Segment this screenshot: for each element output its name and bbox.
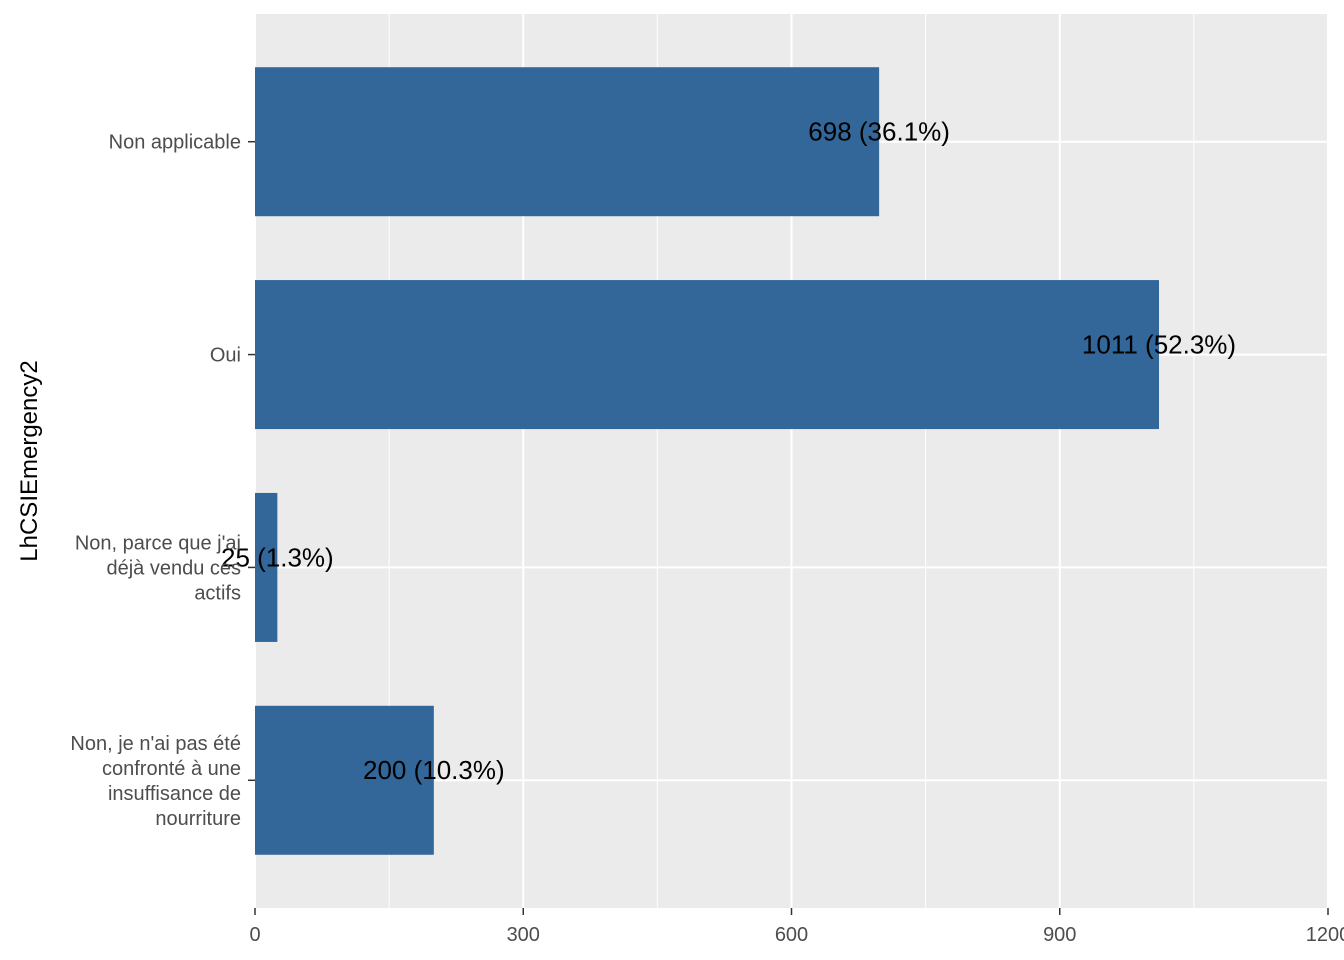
y-tick-label: Non applicable: [109, 132, 241, 154]
data-label: 698 (36.1%): [808, 117, 950, 147]
x-tick-label: 1200: [1306, 924, 1344, 946]
data-label: 25 (1.3%): [221, 542, 334, 572]
bar: [255, 492, 278, 642]
x-tick-label: 600: [775, 924, 808, 946]
x-tick-label: 300: [507, 924, 540, 946]
y-tick-label: Non, je n'ai pas été confronté à une insuf…: [70, 733, 241, 830]
bars: [255, 67, 1160, 855]
bar: [255, 280, 1160, 430]
data-labels: 698 (36.1%) 1011 (52.3%) 25 (1.3%) 200 (10.…: [221, 117, 1236, 786]
y-tick-label: Oui: [210, 345, 241, 367]
x-tick-label: 900: [1043, 924, 1076, 946]
x-tick-label: 0: [249, 924, 260, 946]
y-tick-label: Non, parce que j'ai déjà vendu ces actifs: [75, 532, 241, 604]
bar: [255, 67, 880, 217]
y-axis: Non applicable Oui Non, parce que j'ai déjà…: [70, 132, 255, 830]
data-label: 200 (10.3%): [363, 755, 505, 785]
bar: [255, 705, 434, 855]
data-label: 1011 (52.3%): [1082, 329, 1236, 359]
x-axis: 0 300 600 900 1200: [249, 908, 1344, 946]
y-axis-title: LhCSIEmergency2: [16, 360, 43, 561]
